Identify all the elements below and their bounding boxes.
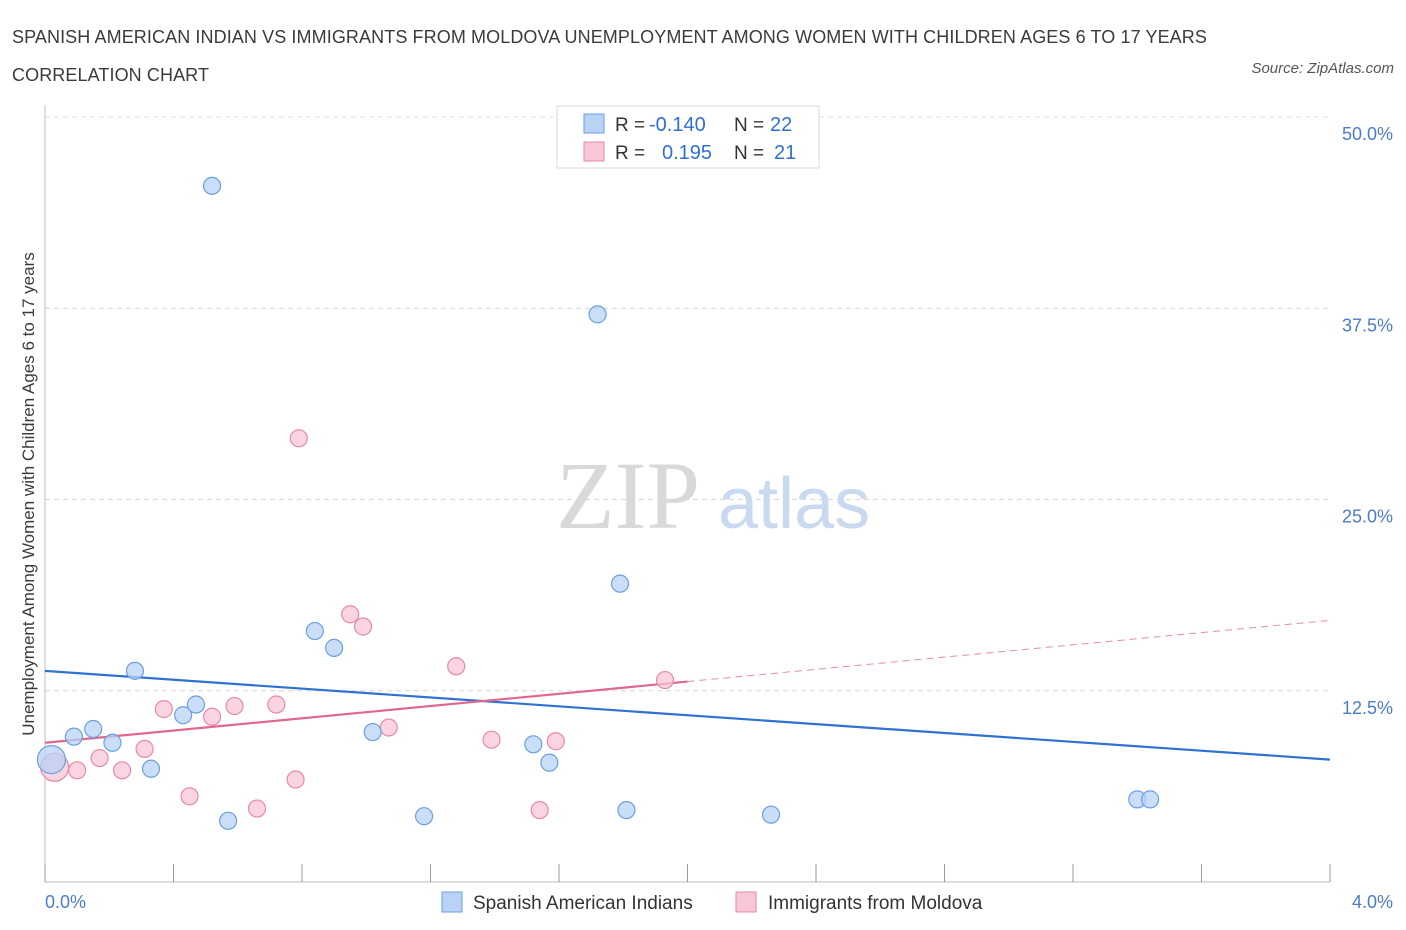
point-moldova	[135, 739, 154, 758]
point-spanish	[103, 733, 122, 752]
y-axis-title: Unemployment Among Women with Children A…	[19, 252, 38, 736]
point-spanish	[610, 574, 630, 593]
legend-n-label: N =	[734, 143, 764, 164]
bottom-legend-swatch-spanish	[441, 891, 463, 913]
grid-layer	[45, 116, 1332, 692]
point-spanish	[540, 753, 559, 772]
point-spanish	[202, 176, 222, 195]
point-spanish	[363, 722, 382, 742]
point-moldova	[180, 787, 199, 806]
bottom-legend: Spanish American Indians Immigrants from…	[441, 891, 983, 914]
y-tick-label: 50.0%	[1342, 124, 1393, 144]
point-spanish	[84, 719, 103, 739]
trendline-moldova	[44, 680, 688, 744]
stats-legend: R = -0.140 N = 22 R = 0.195 N = 21	[556, 105, 820, 169]
legend-r-label: R =	[615, 115, 645, 136]
point-moldova	[447, 657, 466, 676]
point-spanish	[36, 744, 67, 775]
point-moldova	[247, 799, 267, 818]
legend-r-value-spanish: -0.140	[649, 114, 706, 136]
point-spanish	[219, 811, 238, 830]
point-moldova	[225, 696, 244, 716]
trend-layer	[44, 619, 1331, 761]
watermark-atlas: atlas	[718, 464, 870, 544]
point-moldova	[267, 695, 286, 714]
bottom-legend-label-spanish: Spanish American Indians	[473, 893, 693, 914]
legend-swatch-moldova	[583, 141, 605, 162]
point-spanish	[1140, 790, 1160, 809]
legend-r-value-moldova: 0.195	[662, 142, 712, 164]
point-moldova	[379, 718, 398, 737]
axes-layer: 12.5% 25.0% 37.5% 50.0% 0.0% 4.0%	[44, 105, 1393, 912]
legend-swatch-spanish	[583, 113, 605, 134]
trendline-spanish	[44, 669, 1331, 761]
point-spanish	[305, 621, 324, 641]
x-tick-label: 4.0%	[1352, 892, 1393, 912]
point-spanish	[64, 727, 84, 746]
point-spanish	[588, 305, 607, 324]
watermark: ZIP atlas	[556, 442, 870, 549]
point-moldova	[546, 732, 565, 751]
point-moldova	[112, 761, 132, 780]
point-moldova	[482, 730, 501, 749]
point-spanish	[325, 638, 344, 658]
point-moldova	[530, 800, 549, 820]
watermark-zip: ZIP	[556, 442, 700, 549]
point-moldova	[655, 670, 675, 690]
chart-source: Source: ZipAtlas.com	[1251, 60, 1394, 77]
y-tick-label: 25.0%	[1342, 507, 1393, 527]
y-tick-label: 37.5%	[1342, 315, 1393, 335]
point-spanish	[174, 706, 193, 725]
trendline-moldova-extension	[687, 619, 1331, 683]
point-moldova	[202, 707, 222, 726]
point-moldova	[286, 770, 305, 789]
points-layer	[36, 176, 1160, 830]
point-moldova	[154, 700, 173, 719]
point-spanish	[524, 735, 543, 754]
bottom-legend-label-moldova: Immigrants from Moldova	[768, 893, 983, 914]
point-spanish	[617, 800, 636, 820]
bottom-legend-swatch-moldova	[735, 891, 757, 913]
legend-n-value-spanish: 22	[770, 114, 792, 136]
chart-title: SPANISH AMERICAN INDIAN VS IMMIGRANTS FR…	[12, 27, 1207, 85]
point-moldova	[68, 761, 87, 780]
point-moldova	[353, 617, 373, 636]
legend-n-label: N =	[734, 115, 764, 136]
point-spanish	[414, 807, 434, 826]
point-moldova	[341, 605, 360, 624]
x-tick-label: 0.0%	[45, 892, 86, 912]
point-spanish	[186, 695, 206, 714]
point-moldova	[289, 429, 308, 448]
legend-n-value-moldova: 21	[774, 142, 796, 164]
y-tick-label: 12.5%	[1342, 698, 1393, 718]
legend-r-label: R =	[615, 143, 645, 164]
point-spanish	[761, 805, 781, 824]
point-moldova	[90, 748, 109, 768]
point-spanish	[141, 759, 161, 778]
point-spanish	[125, 661, 145, 680]
